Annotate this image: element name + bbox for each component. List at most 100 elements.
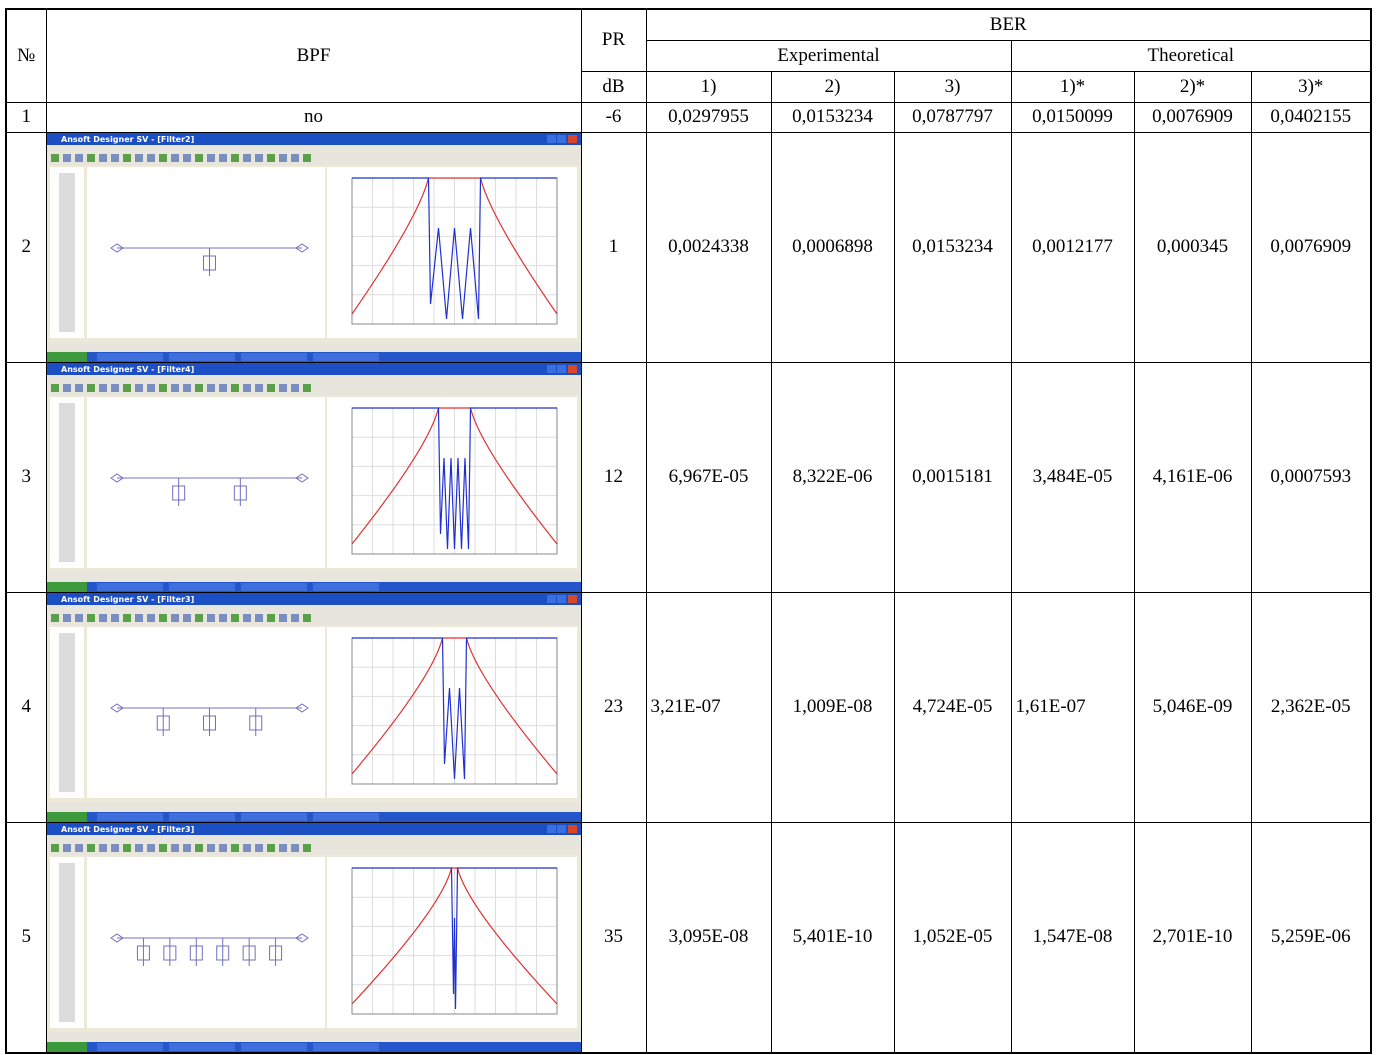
ber-value: 0,0150099 — [1011, 102, 1134, 132]
toolbar-icon — [267, 154, 275, 162]
data-row: 1no-60,02979550,01532340,07877970,015009… — [6, 102, 1371, 132]
bpf-screenshot: Ansoft Designer SV - [Filter2] — [46, 132, 581, 362]
window-button — [557, 135, 566, 143]
header-cell: 2)* — [1134, 71, 1251, 102]
ber-value: 0,0076909 — [1251, 132, 1371, 362]
ber-value: 1,052E-05 — [894, 822, 1011, 1053]
window-title: Ansoft Designer SV - [Filter4] — [61, 365, 194, 374]
toolbar-icon — [171, 844, 179, 852]
ber-value: 0,0153234 — [771, 102, 894, 132]
row-number: 4 — [6, 592, 46, 822]
schematic — [87, 627, 325, 798]
toolbar-icon — [111, 154, 119, 162]
task-button — [313, 1043, 379, 1051]
window-title: Ansoft Designer SV - [Filter3] — [61, 825, 194, 834]
toolbar-icon — [171, 384, 179, 392]
toolbar-icon — [75, 614, 83, 622]
toolbar-icon — [159, 154, 167, 162]
toolbar-icon — [279, 384, 287, 392]
window-button — [568, 595, 577, 603]
pr-cell: 35 — [581, 822, 646, 1053]
toolbar-icon — [267, 384, 275, 392]
ber-value: 0,0153234 — [894, 132, 1011, 362]
window-button — [568, 135, 577, 143]
pr-cell: 1 — [581, 132, 646, 362]
toolbar-icon — [99, 614, 107, 622]
toolbar-icon — [219, 384, 227, 392]
scrollbar — [59, 633, 75, 792]
toolbar-icon — [195, 844, 203, 852]
toolbar-icon — [279, 154, 287, 162]
toolbar-icon — [255, 614, 263, 622]
window-button — [547, 825, 556, 833]
screenshot: Ansoft Designer SV - [Filter2] — [47, 133, 581, 362]
window-button — [557, 595, 566, 603]
header-cell: № — [6, 9, 46, 102]
toolbar-icon — [123, 614, 131, 622]
ber-value: 0,0402155 — [1251, 102, 1371, 132]
toolbar-icon — [231, 844, 239, 852]
header-cell: 3) — [894, 71, 1011, 102]
toolbar-icon — [243, 154, 251, 162]
toolbar-icon — [111, 614, 119, 622]
toolbar-icon — [279, 614, 287, 622]
toolbar-icon — [87, 614, 95, 622]
toolbar-icon — [63, 614, 71, 622]
ber-value: 0,0012177 — [1011, 132, 1134, 362]
bpf-screenshot: Ansoft Designer SV - [Filter4] — [46, 362, 581, 592]
ber-value: 0,0024338 — [646, 132, 771, 362]
ber-value: 0,0007593 — [1251, 362, 1371, 592]
window-title: Ansoft Designer SV - [Filter2] — [61, 135, 194, 144]
toolbar-icon — [147, 154, 155, 162]
toolbar-icon — [231, 154, 239, 162]
toolbar-icon — [243, 614, 251, 622]
toolbar-icon — [147, 844, 155, 852]
task-button — [97, 813, 163, 821]
screenshot: Ansoft Designer SV - [Filter3] — [47, 593, 581, 822]
status-bar — [47, 1032, 581, 1042]
ber-value: 6,967E-05 — [646, 362, 771, 592]
task-button — [97, 1043, 163, 1051]
ber-value: 0,0006898 — [771, 132, 894, 362]
ber-value: 3,21E-07 — [646, 592, 771, 822]
toolbar-icon — [183, 614, 191, 622]
toolbar-icon — [207, 614, 215, 622]
ber-value: 0,0297955 — [646, 102, 771, 132]
toolbar-icon — [171, 154, 179, 162]
toolbar-icon — [51, 154, 59, 162]
task-button — [169, 353, 235, 361]
toolbar-icon — [183, 154, 191, 162]
toolbar-icon — [303, 384, 311, 392]
task-button — [313, 583, 379, 591]
row-number: 2 — [6, 132, 46, 362]
ber-value: 3,484E-05 — [1011, 362, 1134, 592]
toolbar-icon — [99, 384, 107, 392]
toolbar-icon — [255, 844, 263, 852]
screenshot: Ansoft Designer SV - [Filter3] — [47, 823, 581, 1052]
ber-value: 0,0787797 — [894, 102, 1011, 132]
toolbar-icon — [135, 154, 143, 162]
toolbar-icon — [231, 614, 239, 622]
toolbar-icon — [243, 844, 251, 852]
start-button — [47, 812, 87, 822]
header-cell: Theoretical — [1011, 40, 1371, 71]
toolbar-icon — [75, 384, 83, 392]
header-cell: BER — [646, 9, 1371, 40]
toolbar-icon — [123, 154, 131, 162]
toolbar-icon — [291, 384, 299, 392]
toolbar-icon — [51, 844, 59, 852]
ber-value: 1,547E-08 — [1011, 822, 1134, 1053]
toolbar-icon — [219, 614, 227, 622]
toolbar-icon — [75, 154, 83, 162]
pr-cell: 23 — [581, 592, 646, 822]
toolbar-icon — [63, 844, 71, 852]
toolbar-icon — [147, 384, 155, 392]
task-button — [241, 583, 307, 591]
toolbar-icon — [111, 844, 119, 852]
toolbar-icon — [147, 614, 155, 622]
task-button — [313, 353, 379, 361]
header-row: № BPF PR BER — [6, 9, 1371, 40]
scrollbar — [59, 403, 75, 562]
toolbar-icon — [207, 844, 215, 852]
toolbar-icon — [135, 844, 143, 852]
